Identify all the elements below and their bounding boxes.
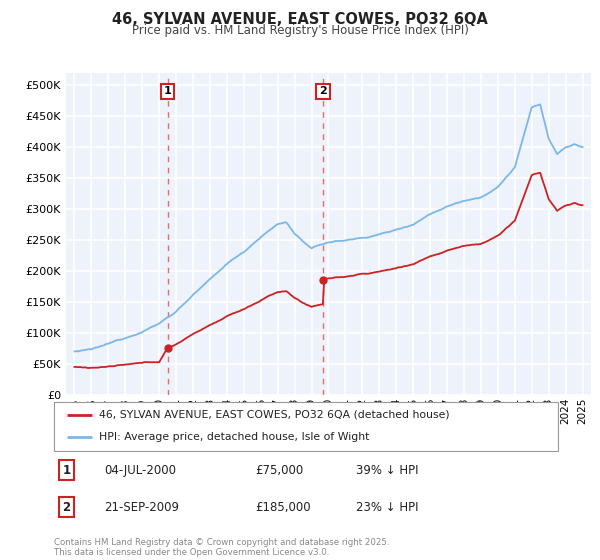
Text: Contains HM Land Registry data © Crown copyright and database right 2025.
This d: Contains HM Land Registry data © Crown c… xyxy=(54,538,389,557)
Text: 2: 2 xyxy=(62,501,71,514)
Text: 23% ↓ HPI: 23% ↓ HPI xyxy=(356,501,419,514)
Text: HPI: Average price, detached house, Isle of Wight: HPI: Average price, detached house, Isle… xyxy=(100,432,370,442)
Text: £185,000: £185,000 xyxy=(256,501,311,514)
Text: 46, SYLVAN AVENUE, EAST COWES, PO32 6QA (detached house): 46, SYLVAN AVENUE, EAST COWES, PO32 6QA … xyxy=(100,410,450,420)
Text: 04-JUL-2000: 04-JUL-2000 xyxy=(104,464,176,477)
Text: £75,000: £75,000 xyxy=(256,464,304,477)
Text: 21-SEP-2009: 21-SEP-2009 xyxy=(104,501,179,514)
Text: 46, SYLVAN AVENUE, EAST COWES, PO32 6QA: 46, SYLVAN AVENUE, EAST COWES, PO32 6QA xyxy=(112,12,488,27)
Text: Price paid vs. HM Land Registry's House Price Index (HPI): Price paid vs. HM Land Registry's House … xyxy=(131,24,469,37)
Text: 1: 1 xyxy=(62,464,71,477)
Text: 39% ↓ HPI: 39% ↓ HPI xyxy=(356,464,419,477)
FancyBboxPatch shape xyxy=(54,402,558,451)
Text: 2: 2 xyxy=(319,86,327,96)
Text: 1: 1 xyxy=(164,86,172,96)
